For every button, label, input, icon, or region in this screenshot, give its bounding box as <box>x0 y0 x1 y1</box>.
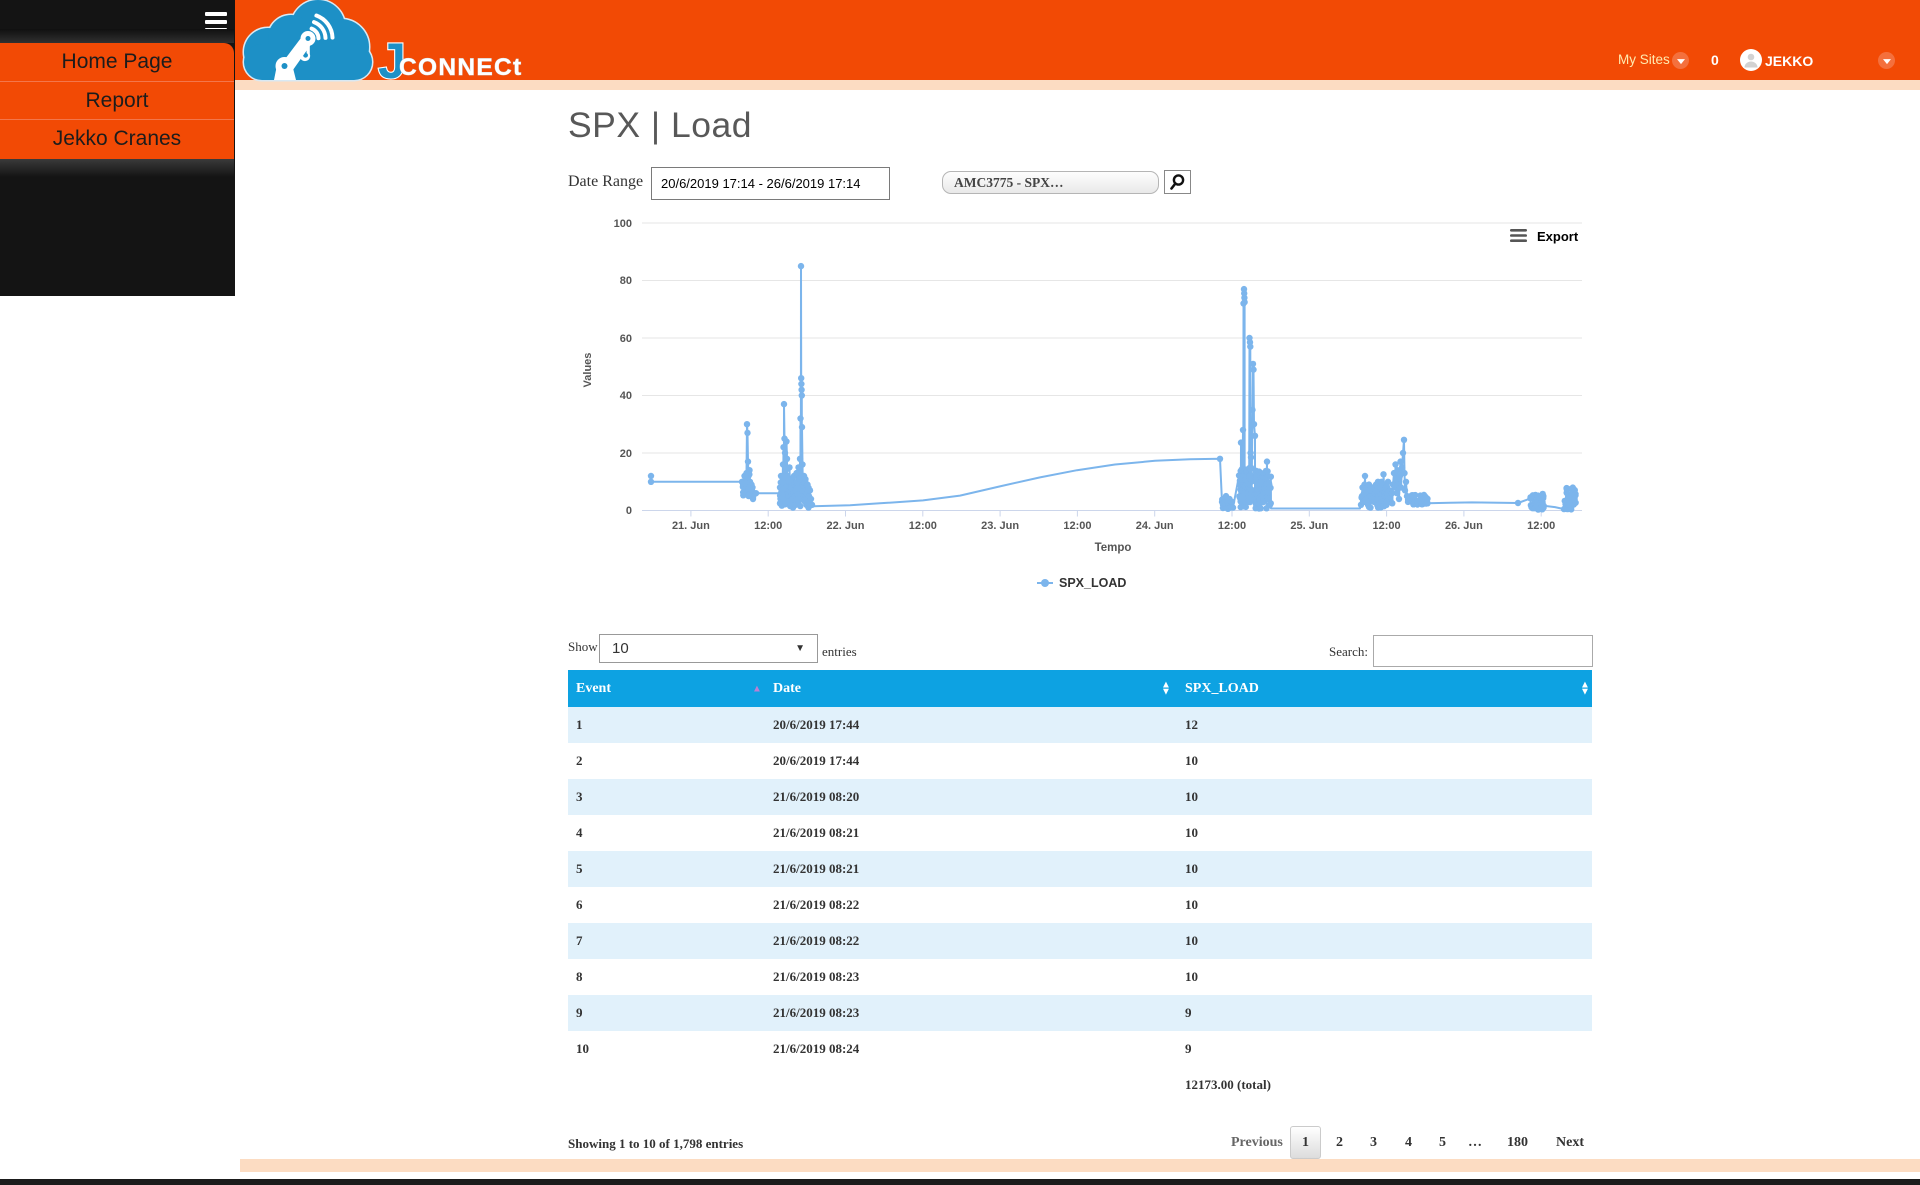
svg-text:40: 40 <box>620 390 632 402</box>
svg-text:12:00: 12:00 <box>909 520 937 532</box>
svg-text:24. Jun: 24. Jun <box>1136 520 1174 532</box>
svg-text:12:00: 12:00 <box>1373 520 1401 532</box>
svg-text:Export: Export <box>1537 229 1579 244</box>
svg-text:20: 20 <box>620 448 632 460</box>
svg-text:100: 100 <box>614 218 632 230</box>
svg-text:23. Jun: 23. Jun <box>981 520 1019 532</box>
svg-text:12:00: 12:00 <box>1527 520 1555 532</box>
svg-text:22. Jun: 22. Jun <box>827 520 865 532</box>
svg-text:Values: Values <box>582 353 594 388</box>
svg-text:J: J <box>378 33 406 82</box>
svg-text:21. Jun: 21. Jun <box>672 520 710 532</box>
svg-text:60: 60 <box>620 333 632 345</box>
svg-text:SPX_LOAD: SPX_LOAD <box>1059 576 1126 590</box>
svg-text:12:00: 12:00 <box>754 520 782 532</box>
svg-text:CONNECt: CONNECt <box>399 54 522 81</box>
svg-text:80: 80 <box>620 275 632 287</box>
svg-text:0: 0 <box>626 505 632 517</box>
svg-text:25. Jun: 25. Jun <box>1290 520 1328 532</box>
svg-text:26. Jun: 26. Jun <box>1445 520 1483 532</box>
svg-text:12:00: 12:00 <box>1218 520 1246 532</box>
svg-text:Tempo: Tempo <box>1095 542 1132 554</box>
svg-text:12:00: 12:00 <box>1063 520 1091 532</box>
